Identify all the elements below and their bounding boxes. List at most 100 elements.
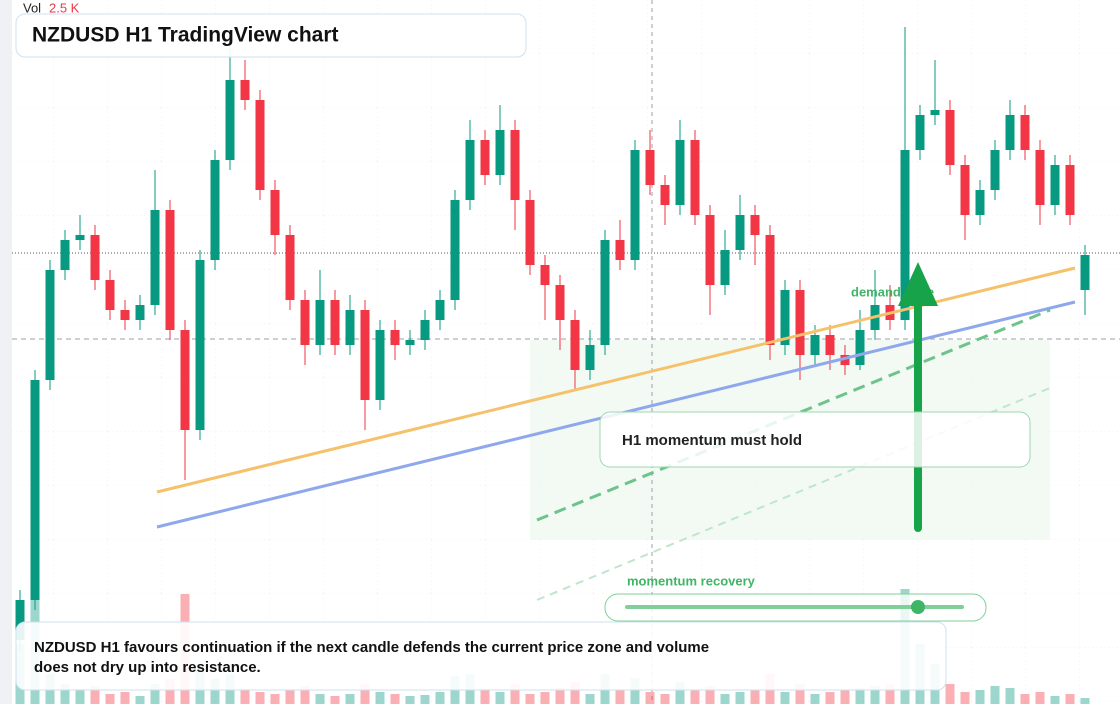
volume-bar bbox=[525, 694, 535, 704]
candle-body bbox=[135, 305, 145, 320]
chart-title: NZDUSD H1 TradingView chart bbox=[32, 24, 339, 47]
volume-bar bbox=[300, 686, 310, 704]
candle-body bbox=[345, 310, 355, 345]
volume-bar bbox=[1065, 694, 1075, 704]
candle-body bbox=[210, 160, 220, 260]
volume-bar bbox=[75, 689, 85, 704]
slider-label: momentum recovery bbox=[627, 573, 756, 588]
volume-bar bbox=[330, 696, 340, 704]
volume-bar bbox=[315, 694, 325, 704]
volume-bar bbox=[840, 690, 850, 704]
candle-body bbox=[735, 215, 745, 250]
volume-bar bbox=[1005, 688, 1015, 704]
candle-body bbox=[300, 300, 310, 345]
volume-bar bbox=[1035, 692, 1045, 704]
candle-body bbox=[495, 130, 505, 175]
volume-bar bbox=[405, 696, 415, 704]
candle-body bbox=[390, 330, 400, 345]
candle-body bbox=[60, 240, 70, 270]
slider-knob[interactable] bbox=[911, 600, 925, 614]
volume-bar bbox=[825, 692, 835, 704]
candle-body bbox=[435, 300, 445, 320]
volume-bar bbox=[555, 688, 565, 704]
summary-line: does not dry up into resistance. bbox=[34, 659, 261, 676]
candle-body bbox=[945, 110, 955, 165]
volume-bar bbox=[705, 686, 715, 704]
candle-body bbox=[510, 130, 520, 200]
title-box bbox=[15, 13, 527, 58]
candle-body bbox=[555, 285, 565, 320]
candle-body bbox=[810, 335, 820, 355]
volume-bar bbox=[690, 690, 700, 704]
volume-bar bbox=[150, 684, 160, 704]
candle-body bbox=[225, 80, 235, 160]
candle-body bbox=[1005, 115, 1015, 150]
volume-bar bbox=[570, 682, 580, 704]
volume-bar bbox=[945, 684, 955, 704]
volume-bar bbox=[675, 682, 685, 704]
candle-body bbox=[255, 100, 265, 190]
volume-bar bbox=[975, 690, 985, 704]
volume-bar bbox=[120, 692, 130, 704]
summary-box bbox=[15, 621, 947, 691]
volume-bar bbox=[960, 692, 970, 704]
note-text: H1 momentum must hold bbox=[622, 432, 802, 449]
volume-bar bbox=[885, 684, 895, 704]
candle-body bbox=[960, 165, 970, 215]
candle-body bbox=[15, 600, 25, 640]
volume-bar bbox=[480, 689, 490, 704]
volume-bar bbox=[105, 694, 115, 704]
volume-bar bbox=[90, 686, 100, 704]
candle-body bbox=[360, 310, 370, 400]
volume-bar bbox=[375, 692, 385, 704]
candle-body bbox=[1020, 115, 1030, 150]
candle-body bbox=[1080, 255, 1090, 290]
candle-body bbox=[525, 200, 535, 265]
volume-bar bbox=[990, 686, 1000, 704]
candle-body bbox=[285, 235, 295, 300]
candle-body bbox=[690, 140, 700, 215]
candle-body bbox=[315, 300, 325, 345]
volume-bar bbox=[735, 692, 745, 704]
candle-body bbox=[975, 190, 985, 215]
vol-label: Vol bbox=[23, 0, 41, 15]
volume-bar bbox=[750, 690, 760, 704]
volume-bar bbox=[345, 694, 355, 704]
candle-body bbox=[765, 235, 775, 345]
candle-body bbox=[150, 210, 160, 305]
candle-body bbox=[855, 330, 865, 365]
volume-bar bbox=[630, 678, 640, 704]
candle-body bbox=[990, 150, 1000, 190]
volume-bar bbox=[285, 690, 295, 704]
volume-bar bbox=[645, 692, 655, 704]
volume-bar bbox=[255, 692, 265, 704]
volume-bar bbox=[780, 692, 790, 704]
vol-value: 2.5 K bbox=[49, 0, 80, 15]
candle-body bbox=[780, 290, 790, 345]
candle-body bbox=[240, 80, 250, 100]
candle-body bbox=[330, 300, 340, 345]
volume-bar bbox=[660, 694, 670, 704]
candle-body bbox=[30, 380, 40, 600]
candle-body bbox=[375, 330, 385, 400]
volume-bar bbox=[540, 692, 550, 704]
candle-body bbox=[600, 240, 610, 345]
candle-body bbox=[1050, 165, 1060, 205]
candle-body bbox=[1065, 165, 1075, 215]
candle-body bbox=[465, 140, 475, 200]
candle-body bbox=[570, 320, 580, 370]
candle-body bbox=[675, 140, 685, 205]
volume-bar bbox=[1080, 698, 1090, 704]
candle-body bbox=[825, 335, 835, 355]
candle-body bbox=[930, 110, 940, 115]
volume-bar bbox=[1020, 694, 1030, 704]
candle-body bbox=[750, 215, 760, 235]
candle-body bbox=[915, 115, 925, 150]
volume-bar bbox=[1050, 696, 1060, 704]
volume-bar bbox=[210, 679, 220, 704]
volume-bar bbox=[270, 694, 280, 704]
note-box bbox=[599, 411, 1031, 468]
arrow-head bbox=[898, 262, 938, 306]
candle-layer bbox=[15, 27, 1090, 650]
